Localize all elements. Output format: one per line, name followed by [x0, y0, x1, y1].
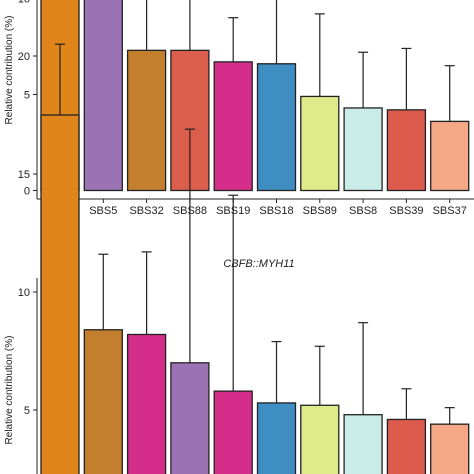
bar — [386, 418, 427, 474]
bar — [300, 95, 340, 192]
panel-bottom: CBFB::MYH11 Relative contribution (%) 51… — [4, 43, 470, 474]
y-axis-label-top: Relative contribution (%) — [4, 16, 15, 125]
x-tick-label: SBS8 — [349, 205, 377, 217]
y-tick-label: 15 — [18, 169, 30, 181]
bar — [83, 329, 123, 474]
bar — [300, 404, 340, 474]
bar — [386, 109, 427, 192]
x-tick-label: SBS39 — [389, 205, 423, 217]
x-tick-label: SBS18 — [259, 205, 293, 217]
bar — [213, 61, 253, 192]
y-axis-label-bottom: Relative contribution (%) — [4, 336, 15, 445]
y-tick-label: 10 — [18, 0, 30, 6]
bar — [256, 63, 297, 192]
bar — [430, 423, 470, 474]
panel-title: CBFB::MYH11 — [223, 258, 294, 270]
y-tick-label: 5 — [24, 90, 30, 102]
y-tick-label: 10 — [18, 287, 30, 299]
bar — [343, 414, 383, 474]
bar — [126, 333, 167, 474]
bar — [343, 107, 383, 192]
bar — [83, 0, 123, 192]
y-tick-label: 0 — [24, 186, 30, 198]
x-tick-label: SBS37 — [433, 205, 467, 217]
x-tick-label: SBS5 — [89, 205, 117, 217]
bar — [126, 49, 167, 192]
bar — [170, 362, 210, 474]
bar — [40, 114, 80, 474]
y-tick-label: 20 — [18, 51, 30, 63]
bar — [213, 390, 253, 474]
x-tick-label: SBS89 — [303, 205, 337, 217]
bar — [430, 120, 470, 192]
y-tick-label: 5 — [24, 405, 30, 417]
bar — [256, 402, 297, 474]
x-tick-label: SBS32 — [129, 205, 163, 217]
